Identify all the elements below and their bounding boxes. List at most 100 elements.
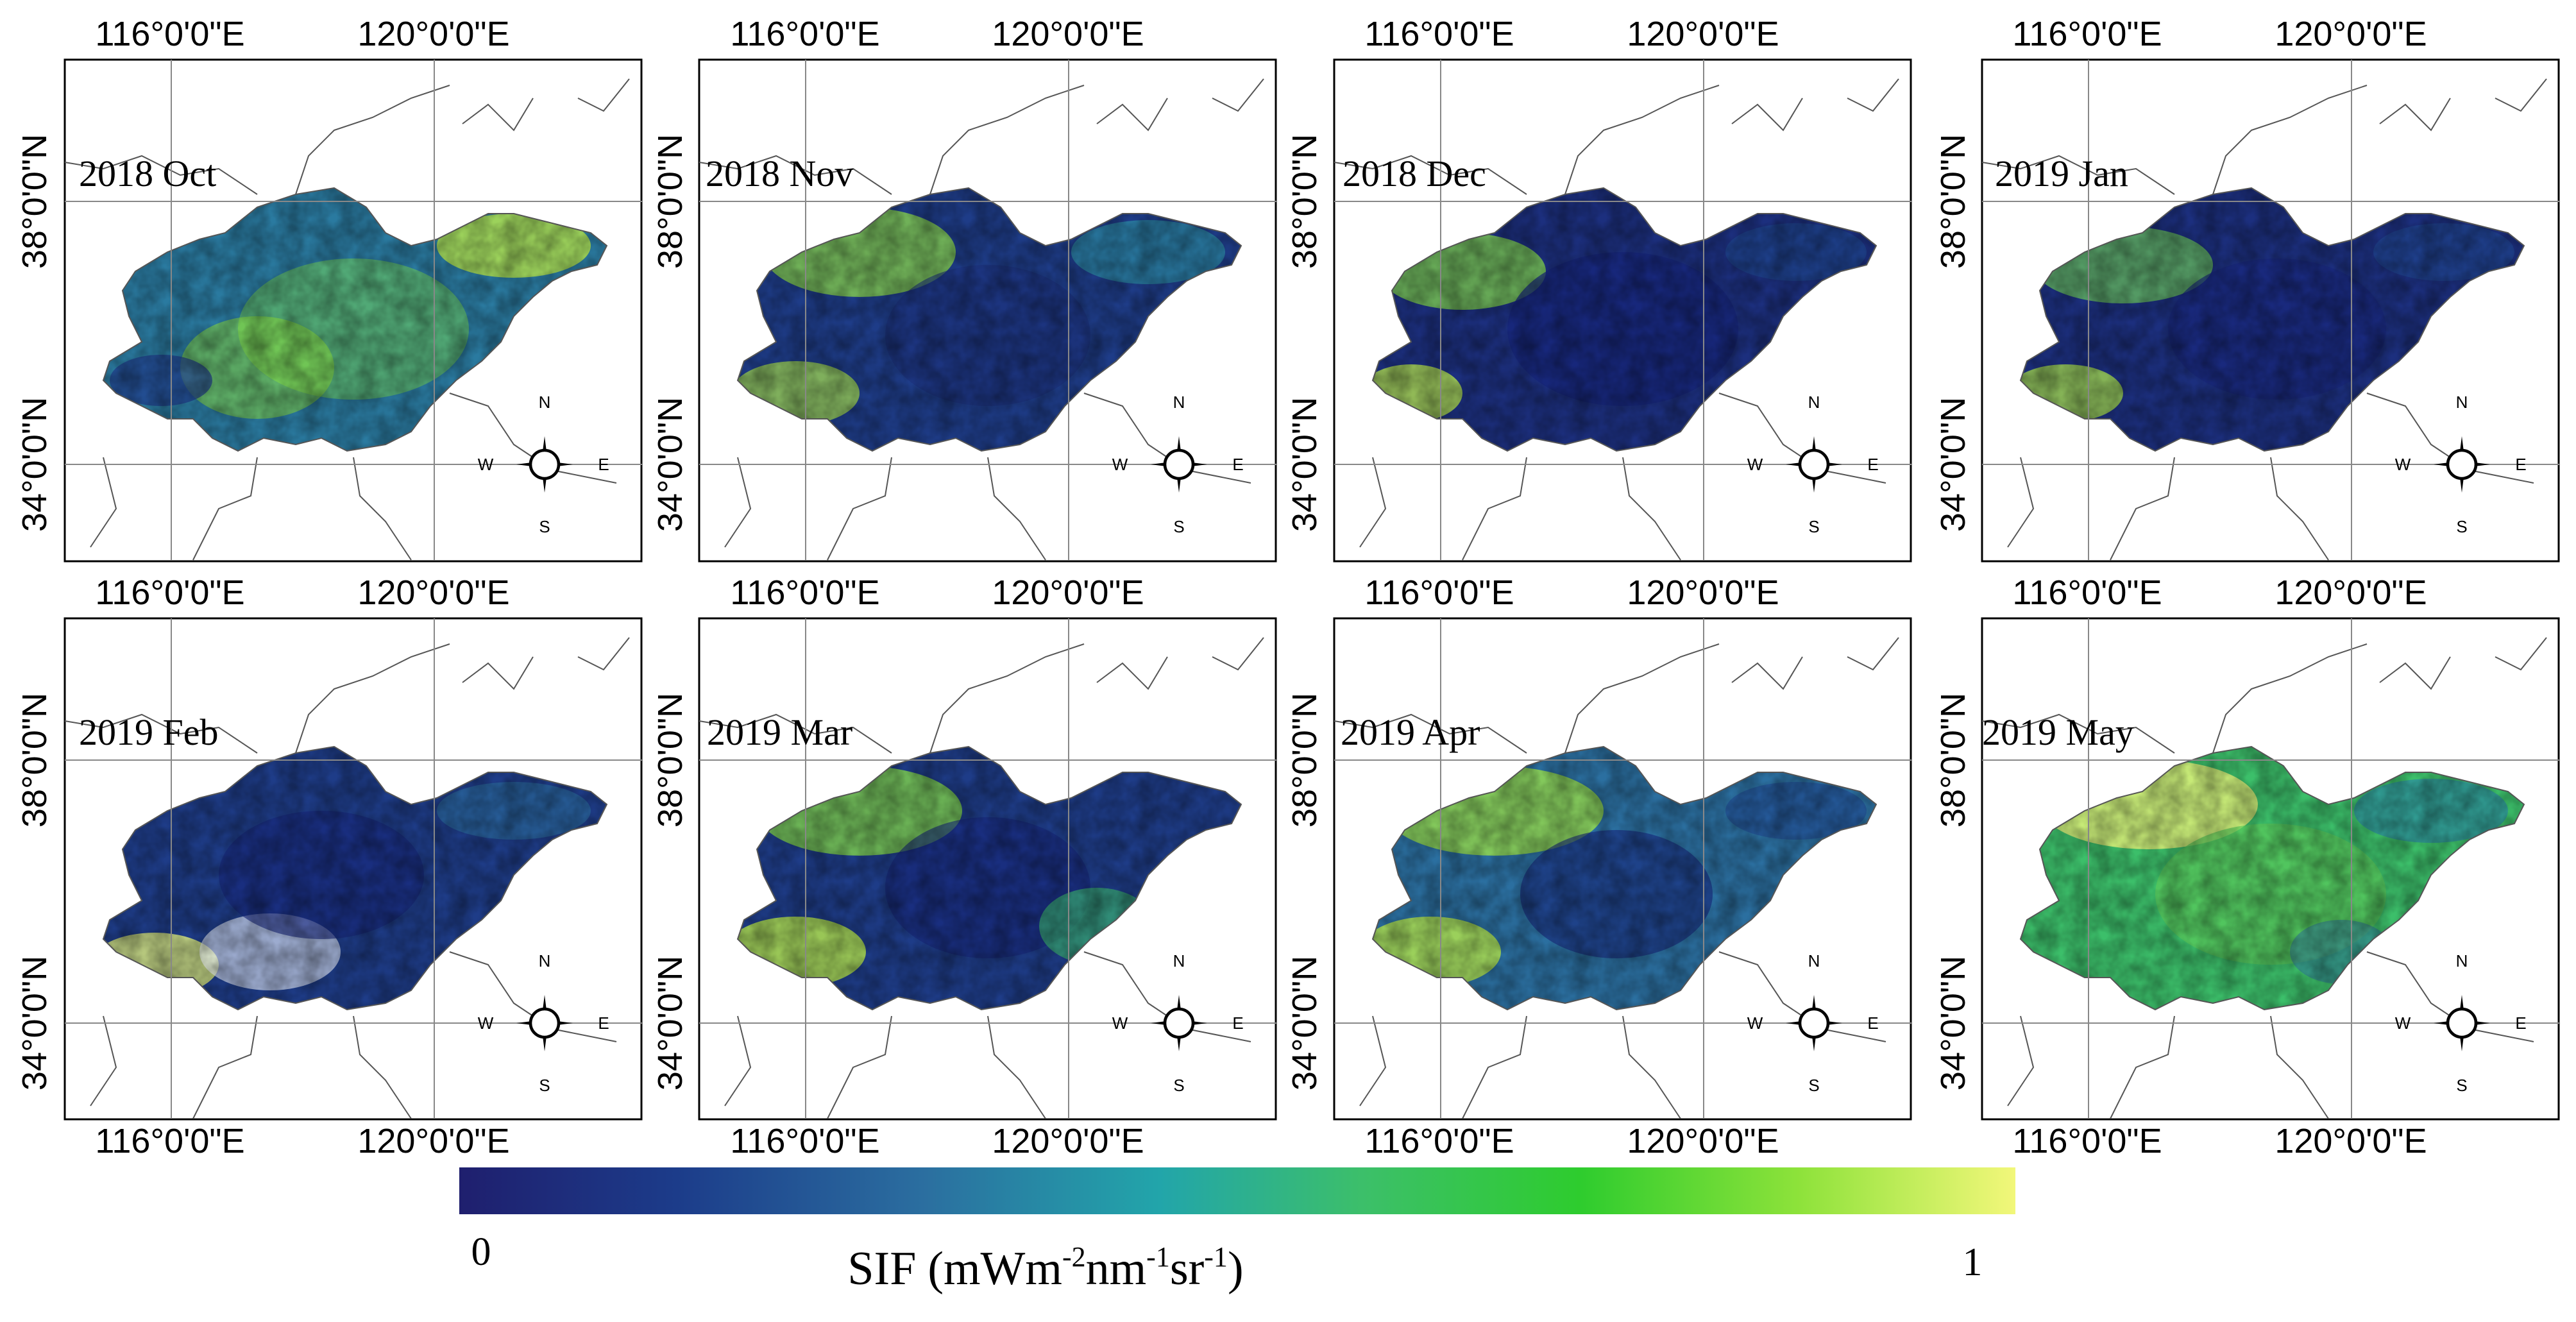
panel-label: 2019 Jan: [1995, 153, 2128, 194]
province-outline: [2019, 745, 2525, 1011]
compass-e: E: [598, 455, 609, 474]
lat-tick-38: 38°0'0"N: [15, 693, 54, 827]
lon-tick-120: 120°0'0"E: [992, 15, 1144, 53]
compass-w: W: [1747, 455, 1763, 474]
compass-s: S: [2456, 517, 2467, 536]
province-outline: [736, 745, 1242, 1011]
province-outline: [1371, 745, 1877, 1011]
boundary-lines: [699, 78, 1264, 561]
compass-n: N: [539, 951, 551, 970]
compass-n: N: [539, 393, 551, 412]
province-outline: [1371, 187, 1877, 452]
colorbar: 0 1 SIF (mWm-2nm-1sr-1): [459, 1167, 2015, 1295]
compass-w: W: [1747, 1013, 1763, 1033]
province-outline: [102, 745, 608, 1011]
lon-tick-120: 120°0'0"E: [1627, 15, 1779, 53]
panel-2: N S W E 2018 Dec 116°0'0"E 120°0'0"E 38°…: [1285, 15, 1912, 563]
panel-label: 2019 May: [1982, 711, 2134, 753]
lat-tick-38: 38°0'0"N: [651, 134, 690, 269]
lat-tick-38: 38°0'0"N: [651, 693, 690, 827]
lat-tick-34: 34°0'0"N: [15, 397, 54, 532]
panel-label: 2019 Apr: [1341, 711, 1480, 753]
colorbar-min-label: 0: [471, 1230, 491, 1274]
lon-tick-116-bottom: 116°0'0"E: [1364, 1122, 1514, 1160]
compass-w: W: [2395, 1013, 2411, 1033]
compass-rose: N S W E: [1112, 393, 1244, 536]
colorbar-max-label: 1: [1963, 1241, 1983, 1284]
boundary-lines: [64, 78, 630, 561]
colorbar-exp1: -2: [1062, 1241, 1086, 1273]
compass-e: E: [2515, 455, 2526, 474]
lon-tick-116: 116°0'0"E: [1364, 15, 1514, 53]
boundary-lines: [1981, 78, 2547, 561]
lat-tick-34: 34°0'0"N: [15, 956, 54, 1090]
compass-e: E: [2515, 1013, 2526, 1033]
colorbar-mid1: nm: [1086, 1242, 1147, 1295]
colorbar-exp2: -1: [1146, 1241, 1170, 1273]
compass-s: S: [539, 517, 550, 536]
province-outline: [102, 187, 608, 452]
boundary-lines: [699, 637, 1264, 1119]
colorbar-gradient: [459, 1167, 2015, 1214]
boundary-lines: [1334, 78, 1899, 561]
compass-n: N: [1173, 951, 1185, 970]
lon-tick-120-bottom: 120°0'0"E: [357, 1122, 509, 1160]
boundary-lines: [64, 637, 630, 1119]
province-outline: [2019, 187, 2525, 452]
boundary-lines: [1981, 637, 2547, 1119]
panel-label: 2018 Nov: [706, 153, 853, 194]
lat-tick-38: 38°0'0"N: [1285, 693, 1324, 827]
lon-tick-116: 116°0'0"E: [2012, 15, 2162, 53]
compass-w: W: [478, 455, 494, 474]
boundary-lines: [1334, 637, 1899, 1119]
colorbar-exp3: -1: [1204, 1241, 1228, 1273]
lon-tick-120-bottom: 120°0'0"E: [992, 1122, 1144, 1160]
compass-e: E: [1232, 1013, 1243, 1033]
compass-s: S: [1173, 1076, 1184, 1095]
lon-tick-116: 116°0'0"E: [730, 15, 879, 53]
panel-7: N S W E 2019 May 116°0'0"E 120°0'0"E 116…: [1934, 573, 2560, 1160]
lat-tick-34: 34°0'0"N: [1934, 397, 1972, 532]
lon-tick-120-bottom: 120°0'0"E: [2275, 1122, 2427, 1160]
compass-n: N: [1173, 393, 1185, 412]
panel-label: 2018 Oct: [79, 153, 216, 194]
lon-tick-116: 116°0'0"E: [2012, 573, 2162, 612]
compass-e: E: [1867, 455, 1878, 474]
panel-0: N S W E 2018 Oct 116°0'0"E 120°0'0"E 38°…: [15, 15, 643, 563]
compass-s: S: [539, 1076, 550, 1095]
compass-rose: N S W E: [1747, 951, 1879, 1095]
lat-tick-38: 38°0'0"N: [1285, 134, 1324, 269]
compass-e: E: [1867, 1013, 1878, 1033]
compass-w: W: [1112, 455, 1128, 474]
compass-w: W: [478, 1013, 494, 1033]
lat-tick-34: 34°0'0"N: [651, 397, 690, 532]
lon-tick-120-bottom: 120°0'0"E: [1627, 1122, 1779, 1160]
lon-tick-116: 116°0'0"E: [1364, 573, 1514, 612]
compass-s: S: [2456, 1076, 2467, 1095]
compass-s: S: [1173, 517, 1184, 536]
lat-tick-38: 38°0'0"N: [1934, 134, 1972, 269]
colorbar-unit-prefix: (mWm: [928, 1242, 1062, 1295]
lat-tick-38: 38°0'0"N: [15, 134, 54, 269]
compass-e: E: [1232, 455, 1243, 474]
lon-tick-116-bottom: 116°0'0"E: [2012, 1122, 2162, 1160]
lon-tick-120: 120°0'0"E: [1627, 573, 1779, 612]
compass-rose: N S W E: [2395, 951, 2527, 1095]
colorbar-unit-suffix: ): [1228, 1242, 1244, 1295]
panel-3: N S W E 2019 Jan 116°0'0"E 120°0'0"E 38°…: [1934, 15, 2560, 563]
colorbar-mid2: sr: [1170, 1242, 1204, 1295]
panel-6: N S W E 2019 Apr 116°0'0"E 120°0'0"E 116…: [1285, 573, 1912, 1160]
compass-w: W: [1112, 1013, 1128, 1033]
lat-tick-34: 34°0'0"N: [1934, 956, 1972, 1090]
compass-n: N: [2456, 393, 2468, 412]
compass-rose: N S W E: [1747, 393, 1879, 536]
compass-rose: N S W E: [1112, 951, 1244, 1095]
colorbar-title-sif: SIF: [847, 1242, 916, 1295]
colorbar-title: SIF (mWm-2nm-1sr-1): [847, 1241, 1243, 1295]
lon-tick-120: 120°0'0"E: [992, 573, 1144, 612]
lon-tick-116: 116°0'0"E: [95, 573, 244, 612]
lon-tick-120: 120°0'0"E: [2275, 15, 2427, 53]
lat-tick-34: 34°0'0"N: [1285, 397, 1324, 532]
lon-tick-116: 116°0'0"E: [95, 15, 244, 53]
